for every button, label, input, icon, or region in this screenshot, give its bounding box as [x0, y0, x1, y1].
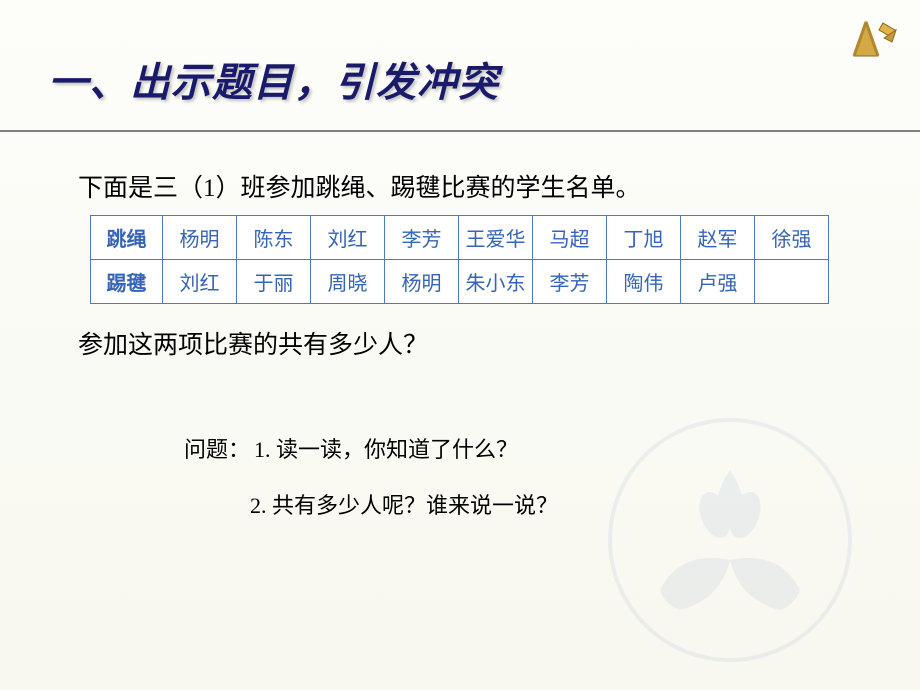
intro-text: 下面是三（1）班参加跳绳、踢毽比赛的学生名单。 [78, 168, 641, 204]
table-cell: 于丽 [237, 260, 311, 304]
table-cell: 徐强 [755, 216, 829, 260]
row-header: 跳绳 [91, 216, 163, 260]
table-cell: 陶伟 [607, 260, 681, 304]
section-title: 一、出示题目，引发冲突 [48, 50, 499, 108]
horizontal-divider [0, 130, 920, 132]
sub-question-1: 1. 读一读，你知道了什么？ [254, 437, 518, 462]
compass-icon [840, 8, 900, 68]
sub-label: 问题： [184, 437, 250, 462]
table-row: 踢毽 刘红 于丽 周晓 杨明 朱小东 李芳 陶伟 卢强 [91, 260, 829, 304]
table-cell: 丁旭 [607, 216, 681, 260]
table-cell: 杨明 [163, 216, 237, 260]
sub-question-2: 2. 共有多少人呢？谁来说一说？ [250, 488, 558, 520]
table-cell: 卢强 [681, 260, 755, 304]
table-cell [755, 260, 829, 304]
table-cell: 李芳 [533, 260, 607, 304]
table-cell: 朱小东 [459, 260, 533, 304]
student-roster-table: 跳绳 杨明 陈东 刘红 李芳 王爱华 马超 丁旭 赵军 徐强 踢毽 刘红 于丽 … [90, 215, 829, 304]
table-cell: 赵军 [681, 216, 755, 260]
table-cell: 刘红 [163, 260, 237, 304]
table-cell: 杨明 [385, 260, 459, 304]
table-cell: 陈东 [237, 216, 311, 260]
table-row: 跳绳 杨明 陈东 刘红 李芳 王爱华 马超 丁旭 赵军 徐强 [91, 216, 829, 260]
table-cell: 周晓 [311, 260, 385, 304]
sub-question-block: 问题： 1. 读一读，你知道了什么？ 2. 共有多少人呢？谁来说一说？ [184, 432, 558, 520]
table-cell: 马超 [533, 216, 607, 260]
hands-leaf-logo [600, 410, 860, 670]
table-cell: 王爱华 [459, 216, 533, 260]
table-cell: 刘红 [311, 216, 385, 260]
main-question: 参加这两项比赛的共有多少人？ [78, 325, 428, 361]
row-header: 踢毽 [91, 260, 163, 304]
table-cell: 李芳 [385, 216, 459, 260]
